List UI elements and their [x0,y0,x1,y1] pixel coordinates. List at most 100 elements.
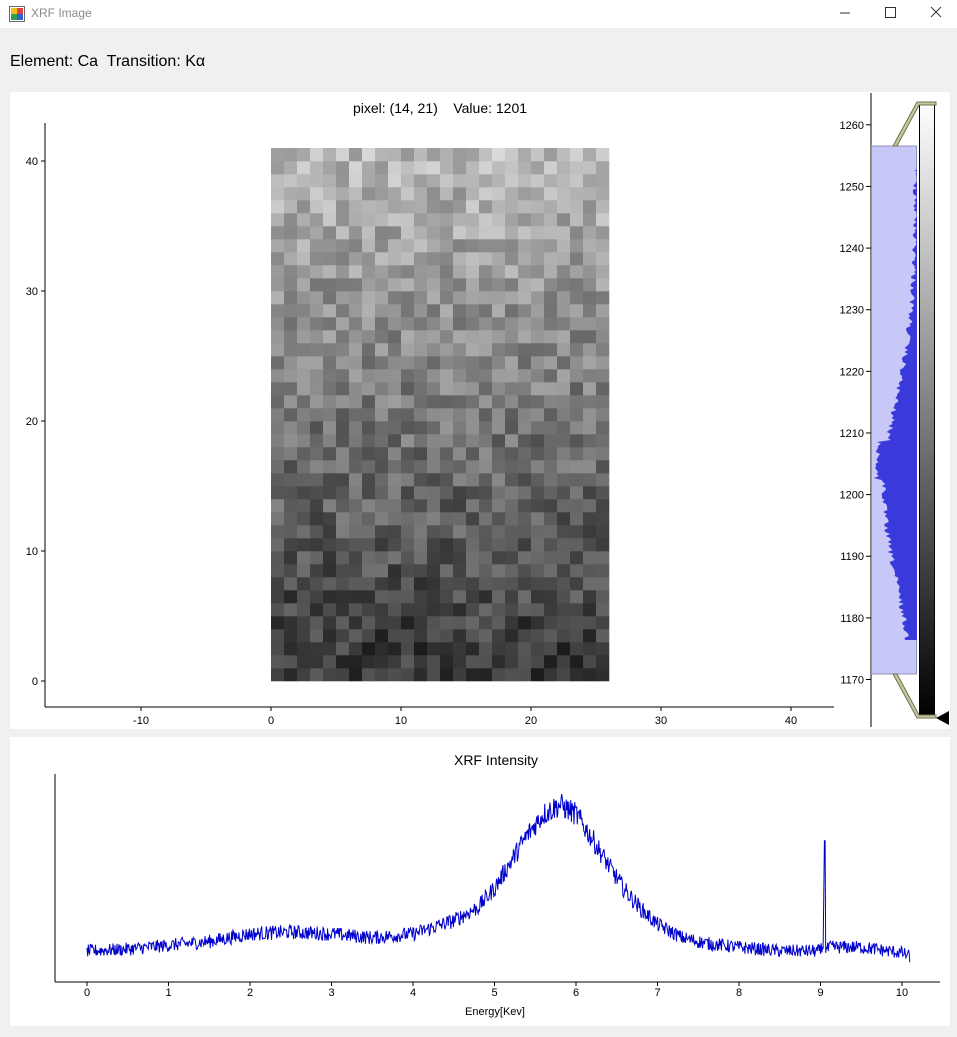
heatmap-pixel[interactable] [583,590,597,604]
heatmap-pixel[interactable] [453,577,467,591]
heatmap-pixel[interactable] [401,616,415,630]
heatmap-pixel[interactable] [271,460,285,474]
heatmap-pixel[interactable] [297,304,311,318]
heatmap-pixel[interactable] [583,408,597,422]
heatmap-pixel[interactable] [570,538,584,552]
heatmap-pixel[interactable] [596,434,610,448]
heatmap-pixel[interactable] [531,213,545,227]
heatmap-pixel[interactable] [271,356,285,370]
heatmap-pixel[interactable] [453,434,467,448]
heatmap-pixel[interactable] [570,421,584,435]
heatmap-pixel[interactable] [349,317,363,331]
heatmap-pixel[interactable] [557,187,571,201]
heatmap-pixel[interactable] [557,226,571,240]
heatmap-pixel[interactable] [583,629,597,643]
heatmap-pixel[interactable] [375,629,389,643]
heatmap-pixel[interactable] [505,512,519,526]
heatmap-pixel[interactable] [492,408,506,422]
heatmap-pixel[interactable] [414,200,428,214]
heatmap-pixel[interactable] [557,616,571,630]
heatmap-pixel[interactable] [388,499,402,513]
heatmap-pixel[interactable] [297,447,311,461]
heatmap-pixel[interactable] [557,200,571,214]
heatmap-pixel[interactable] [401,421,415,435]
heatmap-pixel[interactable] [570,447,584,461]
heatmap-pixel[interactable] [544,291,558,305]
heatmap-pixel[interactable] [375,265,389,279]
heatmap-pixel[interactable] [414,239,428,253]
heatmap-pixel[interactable] [284,499,298,513]
heatmap-pixel[interactable] [375,356,389,370]
heatmap-pixel[interactable] [505,564,519,578]
heatmap-pixel[interactable] [583,668,597,682]
heatmap-pixel[interactable] [479,460,493,474]
heatmap-pixel[interactable] [297,408,311,422]
heatmap-pixel[interactable] [505,291,519,305]
heatmap-pixel[interactable] [323,564,337,578]
heatmap-pixel[interactable] [518,486,532,500]
heatmap-pixel[interactable] [401,317,415,331]
heatmap-pixel[interactable] [388,408,402,422]
heatmap-pixel[interactable] [531,382,545,396]
heatmap-pixel[interactable] [492,473,506,487]
heatmap-pixel[interactable] [362,161,376,175]
heatmap-pixel[interactable] [557,538,571,552]
heatmap-pixel[interactable] [323,512,337,526]
heatmap-pixel[interactable] [440,590,454,604]
heatmap-pixel[interactable] [453,551,467,565]
heatmap-pixel[interactable] [375,499,389,513]
heatmap-pixel[interactable] [349,655,363,669]
heatmap-pixel[interactable] [362,577,376,591]
heatmap-pixel[interactable] [583,525,597,539]
heatmap-pixel[interactable] [401,486,415,500]
heatmap-pixel[interactable] [492,369,506,383]
heatmap-pixel[interactable] [388,356,402,370]
heatmap-pixel[interactable] [284,200,298,214]
heatmap-pixel[interactable] [388,668,402,682]
close-button[interactable] [912,0,957,28]
heatmap-pixel[interactable] [414,343,428,357]
heatmap-pixel[interactable] [427,629,441,643]
heatmap-pixel[interactable] [466,590,480,604]
heatmap-pixel[interactable] [583,603,597,617]
heatmap-pixel[interactable] [388,512,402,526]
heatmap-pixel[interactable] [375,551,389,565]
heatmap-pixel[interactable] [479,408,493,422]
heatmap-pixel[interactable] [453,317,467,331]
heatmap-pixel[interactable] [310,226,324,240]
heatmap-pixel[interactable] [427,148,441,162]
heatmap-pixel[interactable] [427,213,441,227]
heatmap-pixel[interactable] [310,473,324,487]
heatmap-pixel[interactable] [570,551,584,565]
heatmap-pixel[interactable] [427,252,441,266]
heatmap-pixel[interactable] [310,382,324,396]
heatmap-pixel[interactable] [349,330,363,344]
heatmap-pixel[interactable] [362,187,376,201]
heatmap-pixel[interactable] [271,655,285,669]
heatmap-pixel[interactable] [401,434,415,448]
heatmap-pixel[interactable] [505,577,519,591]
heatmap-pixel[interactable] [596,421,610,435]
heatmap-pixel[interactable] [492,304,506,318]
heatmap-pixel[interactable] [583,265,597,279]
heatmap-pixel[interactable] [544,343,558,357]
heatmap-pixel[interactable] [453,278,467,292]
heatmap-pixel[interactable] [284,434,298,448]
heatmap-pixel[interactable] [544,265,558,279]
heatmap-pixel[interactable] [310,603,324,617]
heatmap-pixel[interactable] [492,421,506,435]
heatmap-pixel[interactable] [570,642,584,656]
heatmap-pixel[interactable] [596,356,610,370]
heatmap-pixel[interactable] [427,265,441,279]
heatmap-pixel[interactable] [310,200,324,214]
heatmap-pixel[interactable] [492,603,506,617]
heatmap-pixel[interactable] [375,538,389,552]
heatmap-pixel[interactable] [492,187,506,201]
heatmap-pixel[interactable] [362,395,376,409]
heatmap-pixel[interactable] [505,616,519,630]
heatmap-pixel[interactable] [388,213,402,227]
heatmap-pixel[interactable] [492,265,506,279]
heatmap-pixel[interactable] [427,161,441,175]
heatmap-pixel[interactable] [479,304,493,318]
heatmap-pixel[interactable] [479,421,493,435]
